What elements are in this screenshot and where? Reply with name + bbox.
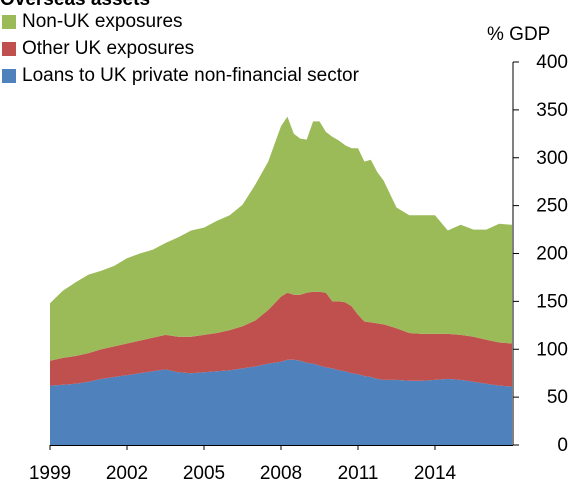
legend-item-other-uk: Other UK exposures <box>2 35 359 62</box>
legend-label-loans: Loans to UK private non-financial sector <box>22 64 359 86</box>
y-tick-label: 200 <box>536 244 568 265</box>
y-tick-label: 300 <box>536 148 568 169</box>
y-tick-label: 250 <box>536 196 568 217</box>
y-axis-unit-label: % GDP <box>487 24 551 45</box>
y-tick-label: 400 <box>536 52 568 73</box>
area-non-uk <box>50 116 512 361</box>
x-tick-label: 1999 <box>29 463 71 484</box>
x-tick-label: 2005 <box>183 463 225 484</box>
legend-item-loans: Loans to UK private non-financial sector <box>2 62 359 89</box>
x-tick-label: 2014 <box>414 463 457 484</box>
legend-label-non-uk: Non-UK exposures <box>22 10 183 32</box>
chart-title: Overseas assets <box>0 0 150 8</box>
legend-item-non-uk: Non-UK exposures <box>2 8 359 35</box>
legend-label-other-uk: Other UK exposures <box>22 37 195 59</box>
x-tick-label: 2008 <box>260 463 302 484</box>
x-tick-label: 2002 <box>106 463 148 484</box>
y-tick-label: 350 <box>536 100 568 121</box>
legend-swatch-loans <box>2 68 16 83</box>
y-tick-label: 150 <box>536 291 568 312</box>
y-tick-label: 100 <box>536 339 568 360</box>
y-tick-label: 0 <box>557 435 568 456</box>
legend: Non-UK exposures Other UK exposures Loan… <box>2 8 359 89</box>
legend-swatch-non-uk <box>2 14 16 29</box>
y-tick-label: 50 <box>547 387 568 408</box>
area-loans <box>50 359 512 445</box>
area-other-uk <box>50 291 512 387</box>
x-tick-label: 2011 <box>338 463 379 484</box>
legend-swatch-other-uk <box>2 41 16 56</box>
